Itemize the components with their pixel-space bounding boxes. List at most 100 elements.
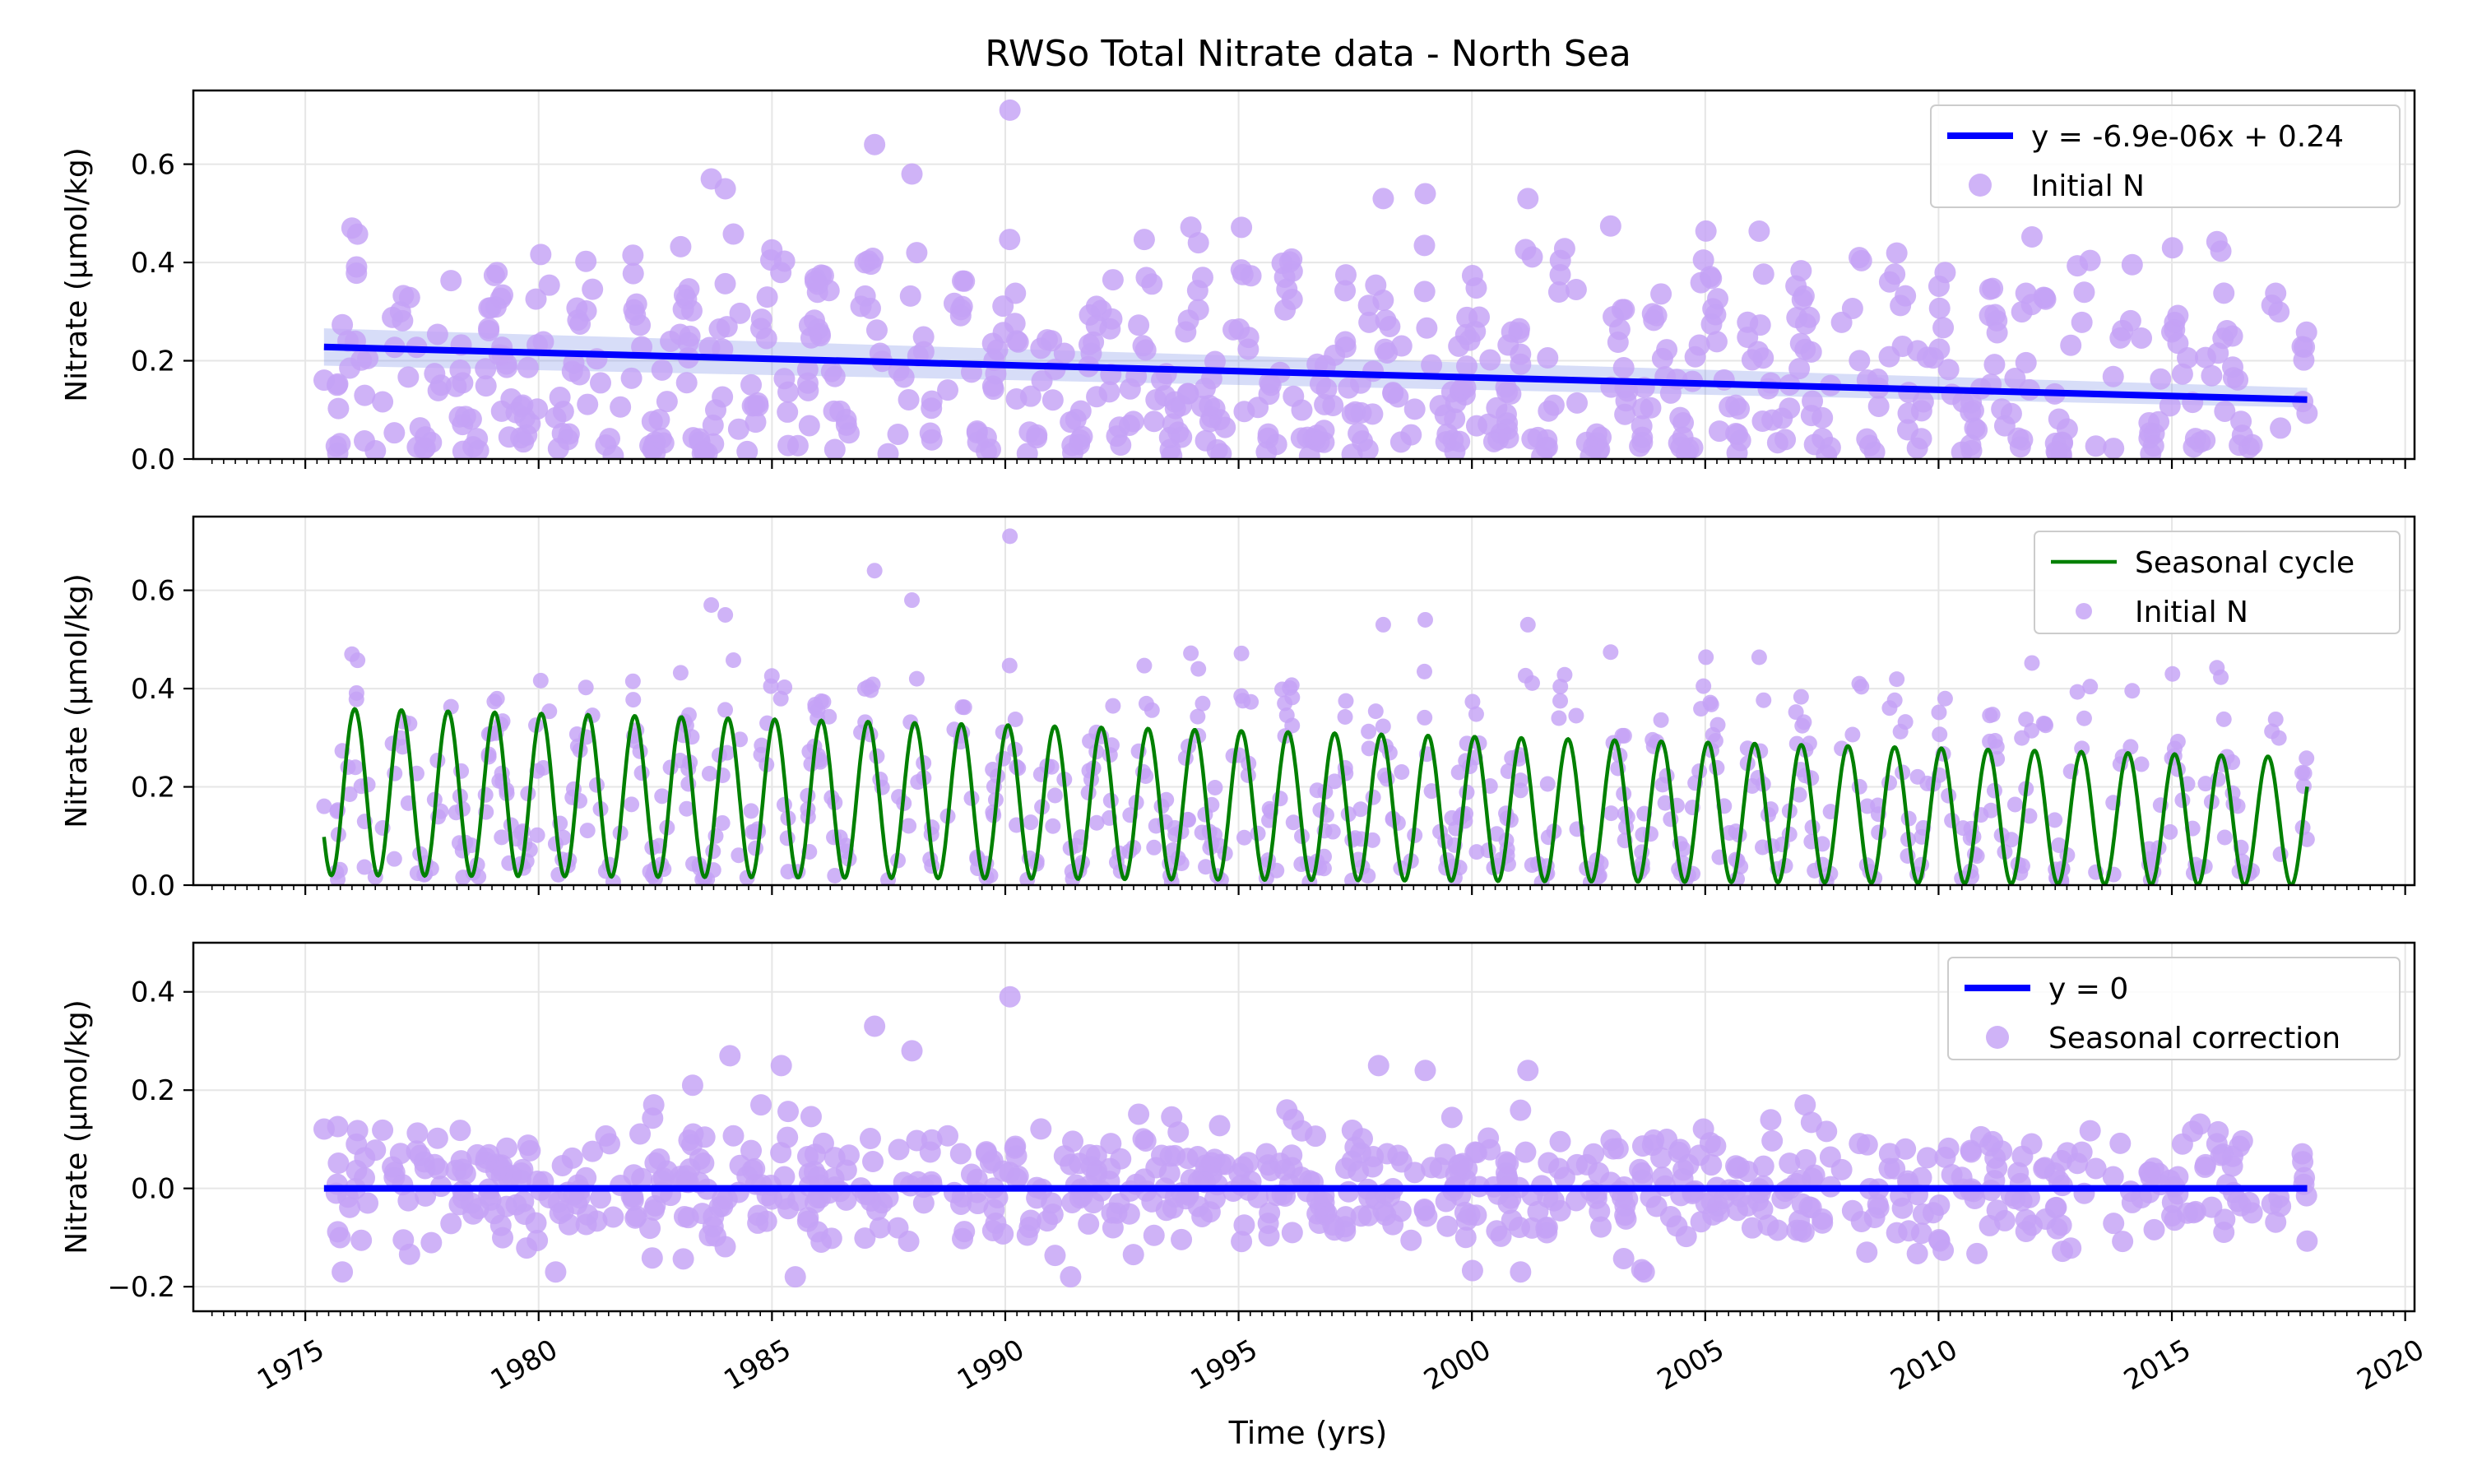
x-tick-label: 2010 (1885, 1333, 1963, 1398)
data-point (2270, 417, 2292, 439)
data-point (2051, 837, 2067, 854)
data-point (516, 1237, 538, 1259)
data-point (350, 349, 373, 371)
data-point (877, 1186, 899, 1208)
data-point (2142, 1157, 2164, 1180)
data-point (679, 800, 695, 817)
data-point (2060, 1237, 2082, 1259)
data-point (1143, 410, 1165, 433)
data-point (1794, 1094, 1816, 1116)
data-point (577, 393, 599, 415)
data-point (1403, 398, 1426, 420)
data-point (541, 703, 558, 720)
data-point (1322, 395, 1344, 417)
data-point (1180, 811, 1196, 828)
data-point (698, 336, 721, 359)
data-point (641, 1247, 663, 1269)
data-point (2021, 808, 2038, 824)
data-point (2011, 429, 2034, 451)
data-point (466, 428, 489, 450)
data-point (901, 163, 923, 185)
data-point (1600, 1129, 1622, 1152)
data-point (427, 1157, 449, 1180)
data-point (887, 423, 909, 445)
data-point (1705, 331, 1728, 353)
data-point (837, 1144, 860, 1166)
data-point (2046, 1217, 2068, 1240)
data-point (854, 1227, 876, 1250)
data-point (1465, 1142, 1487, 1164)
data-point (1611, 299, 1633, 321)
data-point (329, 1227, 351, 1249)
data-point (1631, 415, 1653, 437)
data-point (313, 1118, 335, 1140)
data-point (1585, 423, 1607, 445)
data-point (981, 1149, 1004, 1171)
data-point (1281, 1222, 1303, 1244)
data-point (1105, 698, 1121, 714)
data-point (1231, 216, 1253, 239)
data-point (1519, 616, 1536, 633)
data-point (744, 395, 766, 417)
data-point (397, 366, 420, 388)
data-point (837, 422, 860, 444)
data-point (1083, 1192, 1105, 1214)
data-point (1222, 318, 1245, 341)
data-point (1440, 1106, 1463, 1129)
data-point (547, 1191, 569, 1213)
data-point (1283, 385, 1305, 407)
data-point (1497, 1192, 1519, 1214)
data-point (486, 693, 503, 710)
data-point (1668, 432, 1690, 454)
data-point (1044, 1245, 1066, 1267)
data-point (736, 440, 758, 459)
data-point (2150, 368, 2172, 390)
data-point (1791, 289, 1813, 311)
y-tick-label: 0.6 (131, 575, 175, 608)
data-point (1748, 220, 1770, 242)
data-point (1290, 1166, 1312, 1189)
data-point (1983, 802, 1999, 819)
data-point (1884, 263, 1906, 285)
data-point (725, 652, 741, 669)
data-point (1417, 611, 1433, 628)
data-point (864, 133, 886, 155)
data-point (2162, 823, 2178, 840)
data-point (450, 1150, 472, 1172)
data-point (1389, 1200, 1412, 1222)
plot-area (313, 99, 2318, 459)
data-point (346, 1133, 368, 1155)
chart-title: RWSo Total Nitrate data - North Sea (985, 33, 1631, 75)
data-point (1143, 1224, 1165, 1246)
data-point (1459, 329, 1481, 351)
data-point (2294, 1166, 2316, 1189)
data-point (1583, 1143, 1605, 1165)
data-point (714, 272, 736, 294)
data-point (2015, 351, 2037, 373)
data-point (1158, 791, 1175, 808)
data-point (866, 563, 883, 579)
data-point (1983, 354, 2006, 376)
data-point (1468, 306, 1491, 328)
data-point (2011, 1145, 2034, 1167)
y-tick-label: 0.4 (131, 976, 175, 1009)
x-tick-label: 1995 (1185, 1333, 1264, 1398)
data-point (777, 1101, 800, 1123)
data-point (1565, 1190, 1587, 1212)
x-tick-label: 1980 (485, 1333, 564, 1398)
data-point (1382, 382, 1404, 404)
data-point (675, 372, 698, 394)
data-point (820, 360, 842, 383)
data-point (912, 326, 935, 348)
data-point (1322, 1214, 1344, 1236)
data-point (625, 692, 642, 708)
data-point (490, 400, 513, 422)
data-point (1053, 342, 1075, 364)
data-point (415, 426, 437, 448)
data-point (1454, 1227, 1477, 1249)
data-point (2047, 812, 2063, 828)
data-point (740, 373, 763, 396)
data-point (1645, 304, 1668, 327)
data-point (2103, 438, 2125, 459)
data-point (1167, 1121, 1190, 1143)
